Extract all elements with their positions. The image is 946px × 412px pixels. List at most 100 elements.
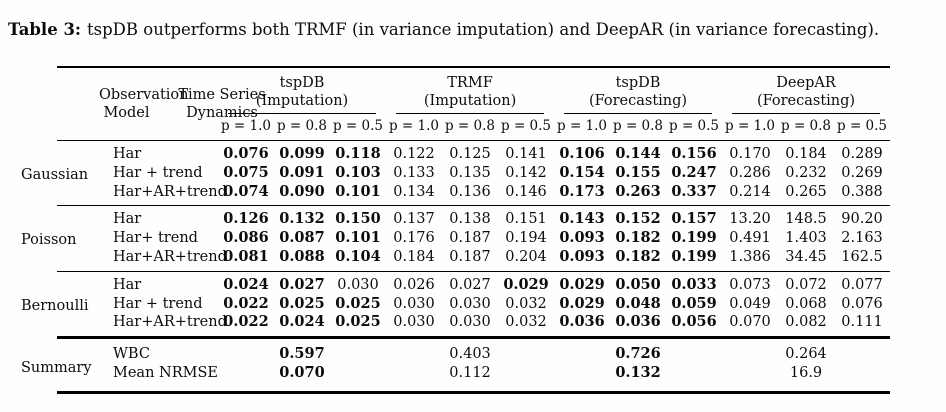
p-header: p = 0.8 [274,114,330,141]
metric-value: 0.154 [559,163,605,181]
metric-value: 0.076 [223,145,269,162]
model-label: Gaussian [21,140,112,207]
metric-value: 0.187 [442,247,499,272]
metric-value: 0.265 [778,182,835,207]
model-label: Bernoulli [21,271,112,340]
metric-value: 0.133 [393,164,435,181]
metric-value: 0.075 [223,163,269,181]
metric-value: 90.20 [841,211,883,228]
metric-value: 0.030 [386,313,443,340]
model-label: Poisson [21,205,112,272]
metric-value: 0.214 [722,182,779,207]
metric-value: 0.081 [218,247,274,272]
metric-value: 0.036 [610,313,667,340]
group-header-tspdb-imputation: tspDB (Imputation) [218,67,386,114]
metric-value: 0.187 [449,230,491,247]
metric-value: 0.141 [505,146,547,162]
metric-value: 1.403 [785,230,827,247]
metric-value: 0.150 [335,210,381,228]
metric-value: 0.029 [559,294,605,312]
data-row: Har + trend 0.022 0.025 0.025 0.030 0.030 0.03… [57,295,890,314]
metric-value: 0.024 [223,275,269,293]
metric-value: 0.132 [279,210,325,228]
metric-value: 0.027 [449,276,491,293]
metric-value: 0.173 [554,182,611,207]
dynamics-label: Har [113,276,142,293]
summary-value: 0.070 [279,363,325,381]
metric-value: 0.103 [335,163,381,181]
metric-value: 0.122 [393,146,435,162]
metric-value: 0.199 [666,247,723,272]
metric-value: 0.091 [279,163,325,181]
metric-value: 0.068 [785,295,827,312]
metric-value: 0.106 [559,145,605,162]
metric-value: 0.204 [498,247,555,272]
metric-value: 0.157 [671,210,717,228]
metric-value: 0.099 [279,145,325,162]
metric-value: 0.289 [841,146,883,162]
metric-value: 0.182 [610,247,667,272]
dynamics-label: Har+ trend [113,230,198,247]
caption-text: tspDB outperforms both TRMF (in variance… [87,20,880,39]
summary-row: Summary WBC 0.597 0.403 0.726 0.264 [21,338,890,375]
summary-value: 0.726 [615,345,661,363]
metric-value: 0.143 [559,210,605,228]
metric-value: 0.156 [671,145,717,162]
metric-value: 0.050 [615,275,661,293]
caption-label: Table 3: [8,20,82,39]
metric-value: 0.142 [505,164,547,181]
metric-value: 2.163 [841,230,883,247]
metric-value: 0.337 [666,182,723,207]
header-time-series-dynamics: Time Series Dynamics [112,67,266,141]
p-header: p = 0.5 [834,114,891,141]
p-header: p = 1.0 [218,114,274,141]
metric-value: 0.491 [729,230,771,247]
metric-value: 0.030 [337,276,379,293]
metric-value: 0.135 [449,164,491,181]
metric-value: 148.5 [785,211,827,228]
summary-value: 0.112 [449,364,491,381]
data-row: Har+ trend 0.086 0.087 0.101 0.176 0.187 0.194… [57,229,890,248]
metric-value: 1.386 [722,247,779,272]
metric-value: 0.030 [442,313,499,340]
header-observation-model: Observation Model [57,67,189,141]
metric-value: 0.024 [274,313,330,340]
summary-model-label: Summary [21,359,92,376]
data-row: Har+AR+trend 0.022 0.024 0.025 0.030 0.030 0.0… [57,313,891,340]
group-name: DeepAR [776,75,836,91]
metric-value: 0.118 [335,145,381,162]
metric-value: 0.074 [218,182,274,207]
metric-value: 0.025 [330,313,387,340]
group-name: tspDB [615,75,661,91]
p-header: p = 1.0 [386,114,443,141]
metric-value: 0.093 [554,247,611,272]
data-row: Gaussian Har 0.076 0.099 0.118 0.122 0.125 0.14… [21,140,890,207]
p-header: p = 1.0 [722,114,779,141]
metric-value: 0.184 [386,247,443,272]
group-header-trmf-imputation: TRMF (Imputation) [386,67,554,114]
metric-value: 0.182 [615,229,661,247]
data-row: Har+AR+trend 0.081 0.088 0.104 0.184 0.187 0.2… [57,247,891,272]
data-row: Har + trend 0.075 0.091 0.103 0.133 0.135 0.14… [57,164,890,183]
metric-value: 0.126 [223,210,269,228]
metric-value: 0.030 [449,295,491,312]
metric-value: 0.184 [785,146,827,162]
header-dynamics-line2: Dynamics [186,105,258,121]
metric-value: 0.077 [841,276,883,293]
p-header: p = 0.5 [666,114,723,141]
summary-row: Mean NRMSE 0.070 0.112 0.132 16.9 [57,364,890,392]
metric-value: 0.022 [223,294,269,312]
metric-value: 0.025 [279,294,325,312]
metric-value: 0.194 [505,230,547,247]
summary-metric-label: WBC [113,346,150,363]
metric-value: 0.059 [671,294,717,312]
metric-value: 34.45 [778,247,835,272]
metric-value: 0.029 [503,275,549,293]
summary-value: 16.9 [789,364,823,381]
table-caption: Table 3: tspDB outperforms both TRMF (in … [8,20,879,39]
metric-value: 0.070 [722,313,779,340]
group-header-deepar-forecasting: DeepAR (Forecasting) [722,67,890,114]
metric-value: 0.104 [330,247,387,272]
dynamics-label: Har + trend [113,164,203,181]
p-header: p = 0.5 [498,114,555,141]
